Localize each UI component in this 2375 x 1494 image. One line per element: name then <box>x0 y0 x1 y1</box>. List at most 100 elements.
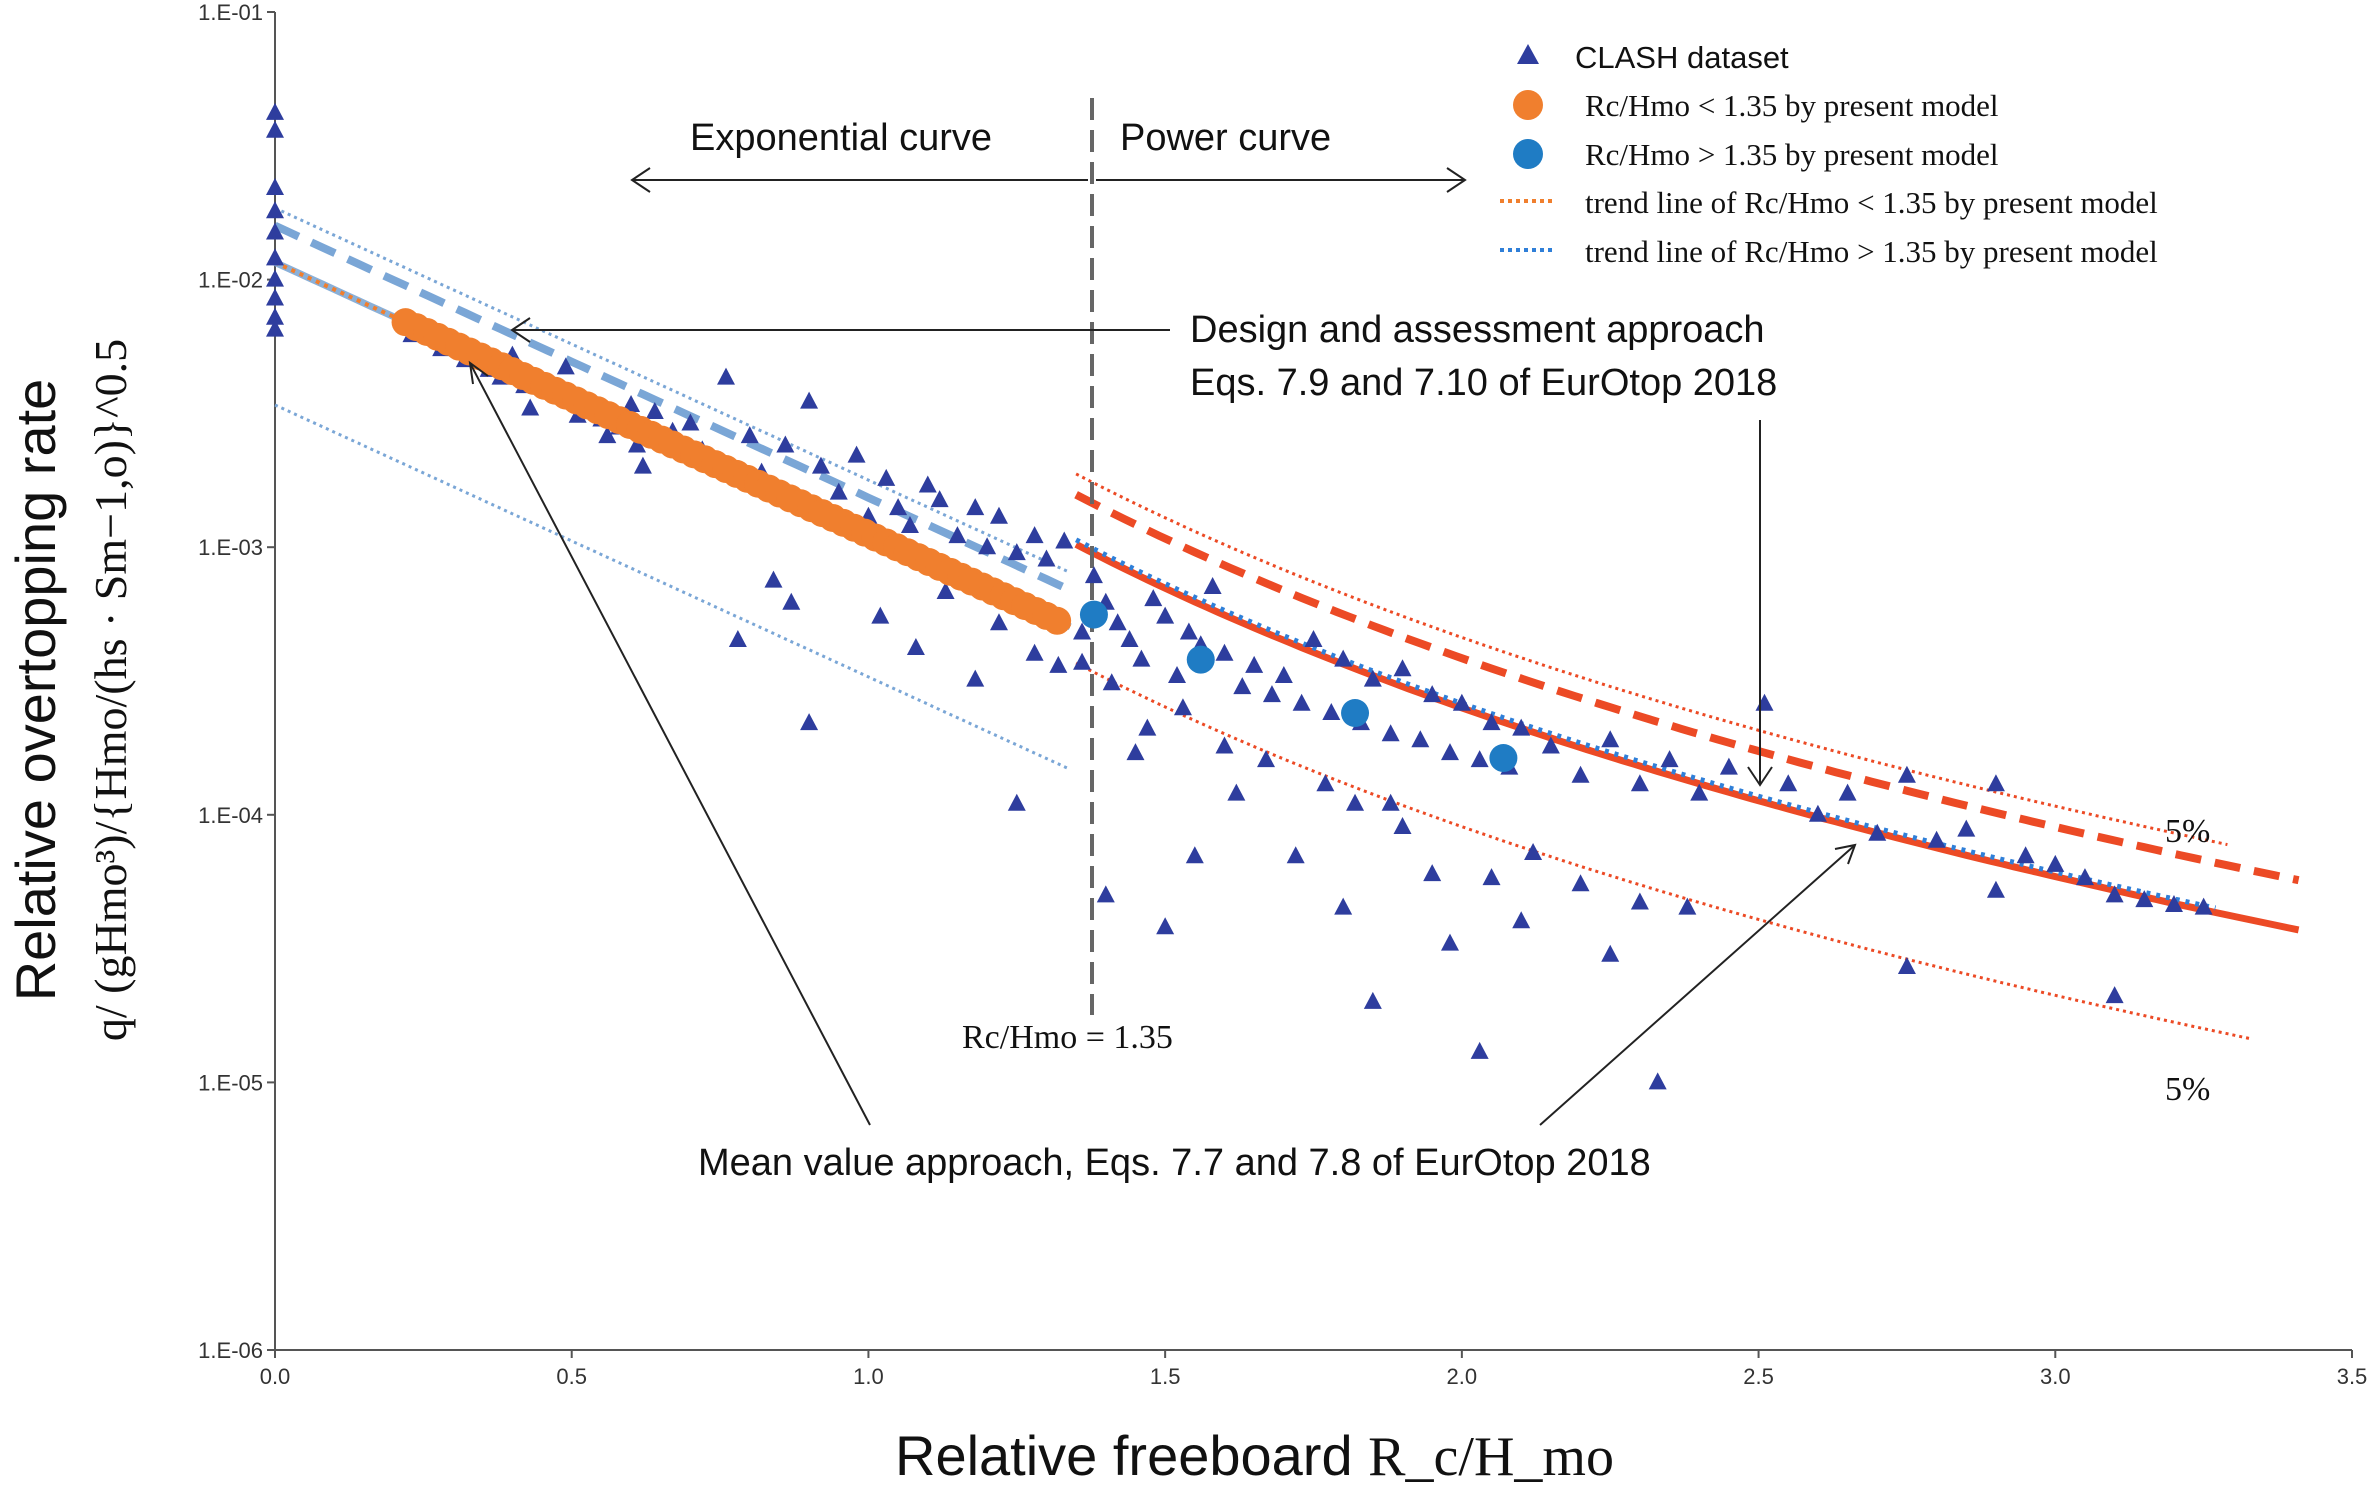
clash-point <box>1245 655 1264 673</box>
clash-point <box>645 402 664 420</box>
clash-point <box>622 394 641 412</box>
clash-point <box>1203 577 1222 595</box>
clash-point <box>1986 880 2005 898</box>
x-axis-title: Relative freeboard R_c/H_mo <box>895 1424 1614 1488</box>
clash-point <box>1102 673 1121 691</box>
clash-point <box>1363 669 1382 687</box>
clash-point <box>989 506 1008 524</box>
clash-points <box>266 102 2213 1090</box>
y-tick-label: 1.E-03 <box>198 535 263 560</box>
y-axis-title-group: Relative overtopping rate <box>4 379 67 1002</box>
clash-point <box>1927 830 1946 848</box>
blue-points <box>1079 600 1518 773</box>
clash-point <box>1304 630 1323 648</box>
clash-point <box>764 570 783 588</box>
legend-blue-marker <box>1513 139 1543 169</box>
clash-point <box>1512 911 1531 929</box>
clash-point <box>1262 685 1281 703</box>
clash-point <box>1440 933 1459 951</box>
clash-point <box>1215 643 1234 661</box>
clash-point <box>1007 543 1026 561</box>
clash-point <box>1541 736 1560 754</box>
clash-point <box>1897 956 1916 974</box>
clash-point <box>1381 793 1400 811</box>
clash-point <box>1322 703 1341 721</box>
y-tick-label: 1.E-06 <box>198 1338 263 1363</box>
exp-lower-5pct-line <box>274 403 1071 771</box>
clash-point <box>1292 693 1311 711</box>
clash-point <box>521 398 540 416</box>
x-tick-label: 0.5 <box>556 1364 587 1389</box>
pow-mean-line <box>1074 541 2300 934</box>
clash-point <box>1257 750 1276 768</box>
clash-point <box>266 102 284 120</box>
clash-point <box>1346 793 1365 811</box>
x-tick-label: 1.0 <box>853 1364 884 1389</box>
clash-point <box>266 288 284 306</box>
clash-point <box>966 669 985 687</box>
legend-orange-rel: < 1.35 by present model <box>1698 88 1999 123</box>
mean-label: Mean value approach, Eqs. 7.7 and 7.8 of… <box>698 1142 1651 1184</box>
legend-orange-trend-rel: < 1.35 by present model <box>1857 185 2158 220</box>
clash-point <box>2105 986 2124 1004</box>
mean-arrow-right <box>1539 844 1856 1126</box>
legend-blue-trend-rel: > 1.35 by present model <box>1857 234 2158 269</box>
clash-point <box>1073 622 1092 640</box>
annotation-arrows <box>468 167 1857 1126</box>
power-label: Power curve <box>1120 117 1331 159</box>
y-axis-title-2: q/ (gHmo³)/{Hmo/(hs · Sm−1,o)}^0.5 <box>85 339 136 1041</box>
clash-point <box>740 426 759 444</box>
clash-point <box>1334 649 1353 667</box>
clash-point <box>2046 854 2065 872</box>
clash-point <box>1120 630 1139 648</box>
pct-upper-label: 5% <box>2165 813 2210 850</box>
clash-point <box>1868 823 1887 841</box>
clash-point <box>1571 765 1590 783</box>
clash-point <box>1073 652 1092 670</box>
blue-point <box>1489 744 1518 773</box>
clash-point <box>2135 890 2154 908</box>
exp-arrow-head <box>630 167 651 193</box>
x-tick-label: 1.5 <box>1150 1364 1181 1389</box>
clash-point <box>1897 765 1916 783</box>
clash-point <box>1512 718 1531 736</box>
legend-clash-marker <box>1517 44 1539 64</box>
clash-point <box>266 269 284 287</box>
clash-point <box>930 490 949 508</box>
clash-point <box>627 435 646 453</box>
clash-point <box>1363 991 1382 1009</box>
clash-point <box>2016 846 2035 864</box>
clash-point <box>829 482 848 500</box>
clash-point <box>1393 659 1412 677</box>
legend-orange-trend-label: trend line of Rc/Hmo < 1.35 by present m… <box>1585 185 2158 220</box>
x-tick-label: 3.0 <box>2040 1364 2071 1389</box>
clash-point <box>1286 846 1305 864</box>
y-ticks: 1.E-06 1.E-05 1.E-04 1.E-03 1.E-02 1.E-01 <box>198 0 275 1363</box>
clash-point <box>948 526 967 544</box>
clash-point <box>1755 693 1774 711</box>
clash-point <box>1025 643 1044 661</box>
clash-point <box>936 582 955 600</box>
clash-point <box>2105 885 2124 903</box>
legend-blue-trend-pre: trend line of Rc/Hmo <box>1585 234 1849 269</box>
clash-point <box>847 445 866 463</box>
legend-clash-label: CLASH dataset <box>1575 40 1789 75</box>
pct-lower-label: 5% <box>2165 1071 2210 1108</box>
legend-blue-trend-label: trend line of Rc/Hmo > 1.35 by present m… <box>1585 234 2158 269</box>
clash-point <box>1025 526 1044 544</box>
x-axis-title-math: R_c/H_mo <box>1368 1426 1614 1488</box>
clash-point <box>1779 774 1798 792</box>
clash-point <box>1381 724 1400 742</box>
orange-point <box>1043 606 1072 635</box>
clash-point <box>1957 819 1976 837</box>
clash-point <box>1630 774 1649 792</box>
clash-point <box>1601 730 1620 748</box>
blue-point <box>1186 645 1215 674</box>
clash-point <box>1037 549 1056 567</box>
y-tick-label: 1.E-02 <box>198 268 263 293</box>
clash-point <box>1571 874 1590 892</box>
clash-point <box>1233 677 1252 695</box>
mean-arrow-left <box>469 362 871 1126</box>
clash-point <box>266 120 284 138</box>
